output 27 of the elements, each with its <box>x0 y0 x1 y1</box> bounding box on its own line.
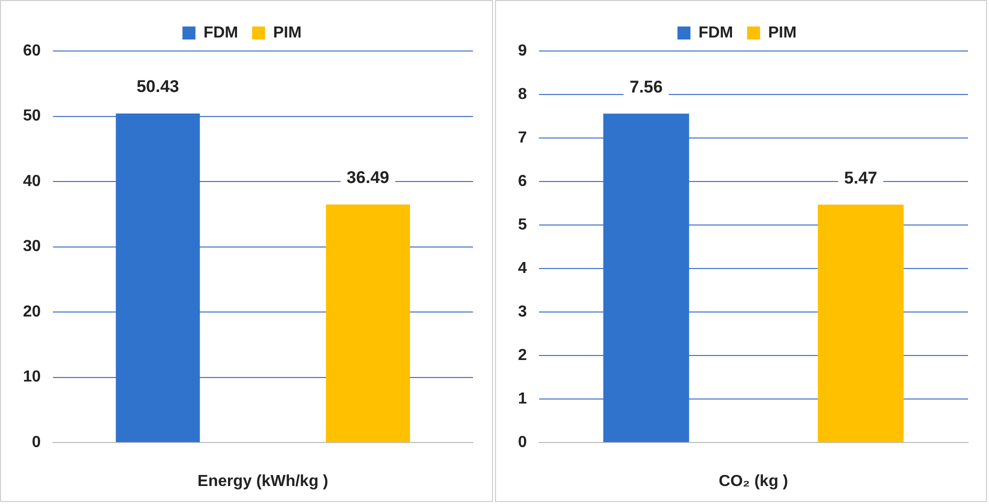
data-label: 5.47 <box>844 168 877 188</box>
y-tick-label: 50 <box>23 108 41 125</box>
legend-label: FDM <box>698 24 733 42</box>
y-tick-label: 8 <box>517 86 526 103</box>
data-label: 36.49 <box>346 168 390 188</box>
legend-label: PIM <box>273 24 302 42</box>
legend-label: FDM <box>203 24 238 42</box>
legend-label: PIM <box>768 24 796 42</box>
x-axis-title: CO₂ (kg ) <box>718 472 788 490</box>
y-tick-label: 1 <box>517 390 526 408</box>
y-tick-label: 30 <box>23 238 41 256</box>
y-tick-label: 2 <box>517 346 526 364</box>
y-tick-label: 60 <box>23 42 41 60</box>
x-axis-title: Energy (kWh/kg ) <box>198 472 328 490</box>
data-label: 50.43 <box>136 77 180 96</box>
y-tick-label: 6 <box>517 172 526 190</box>
data-label: 7.56 <box>629 77 662 96</box>
y-tick-label: 20 <box>23 303 41 320</box>
y-tick-label: 5 <box>517 216 526 234</box>
y-tick-label: 9 <box>517 42 526 60</box>
y-tick-label: 3 <box>517 303 526 320</box>
y-tick-label: 40 <box>23 172 41 190</box>
y-tick-label: 0 <box>32 434 41 452</box>
y-tick-label: 7 <box>517 129 526 146</box>
y-tick-label: 10 <box>23 368 41 386</box>
y-tick-label: 0 <box>517 434 526 452</box>
y-tick-label: 4 <box>517 260 526 277</box>
